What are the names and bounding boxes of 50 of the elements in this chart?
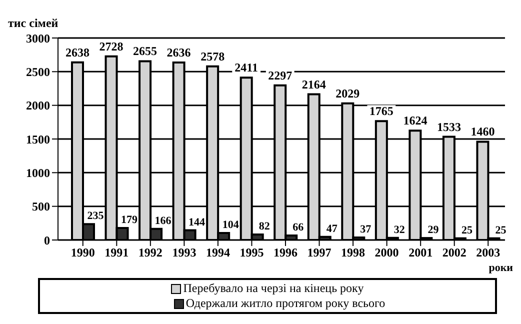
x-tick-label: 1991 <box>104 246 129 260</box>
y-tick-label: 0 <box>44 233 50 248</box>
x-tick-label: 1993 <box>172 246 196 260</box>
x-tick-label: 1994 <box>206 246 230 260</box>
x-tick-label: 2001 <box>408 246 433 260</box>
data-label: 82 <box>258 220 270 232</box>
y-tick-label: 2000 <box>26 98 50 113</box>
data-label: 2655 <box>133 44 158 58</box>
legend-label: Перебувало на черзі на кінець року <box>183 281 364 296</box>
data-label: 2728 <box>99 39 124 54</box>
y-tick-label: 3000 <box>26 31 50 46</box>
data-label: 166 <box>154 214 172 227</box>
x-tick-label: 1992 <box>138 246 162 260</box>
y-axis-title: тис сімей <box>8 16 58 31</box>
x-tick-label: 2003 <box>476 246 500 260</box>
x-tick-label: 2000 <box>374 246 399 260</box>
x-axis-title: роки <box>488 262 513 274</box>
y-tick-label: 1500 <box>26 132 50 146</box>
data-label: 47 <box>326 222 338 235</box>
y-tick-label: 2500 <box>26 64 50 79</box>
data-label: 144 <box>188 216 206 228</box>
data-label: 37 <box>360 224 372 236</box>
data-label: 25 <box>461 224 473 236</box>
data-label: 235 <box>87 210 104 222</box>
data-label: 2638 <box>66 45 90 60</box>
x-tick-label: 1990 <box>70 246 95 260</box>
x-tick-label: 1996 <box>274 246 298 260</box>
y-tick-label: 1000 <box>26 166 50 180</box>
data-label: 25 <box>495 224 507 236</box>
legend-label: Одержали житло протягом року всього <box>186 296 386 311</box>
data-label: 2029 <box>336 86 360 100</box>
data-label: 32 <box>394 224 406 236</box>
data-label: 1624 <box>403 114 428 128</box>
x-tick-label: 1995 <box>240 246 264 260</box>
x-tick-label: 2002 <box>442 246 466 260</box>
x-tick-label: 1998 <box>341 246 366 260</box>
data-label: 66 <box>292 222 304 234</box>
x-tick-label: 1997 <box>307 246 332 260</box>
data-label: 104 <box>222 218 240 231</box>
data-label: 179 <box>121 214 138 226</box>
data-label: 2164 <box>302 77 326 92</box>
data-label: 2411 <box>234 60 258 75</box>
data-label: 2297 <box>268 68 292 82</box>
data-label: 2636 <box>166 46 191 60</box>
y-tick-label: 500 <box>32 200 50 214</box>
data-label: 1460 <box>470 124 495 139</box>
data-label: 29 <box>428 224 440 236</box>
data-label: 2578 <box>200 49 225 64</box>
data-label: 1765 <box>369 104 394 118</box>
data-label: 1533 <box>436 120 461 134</box>
